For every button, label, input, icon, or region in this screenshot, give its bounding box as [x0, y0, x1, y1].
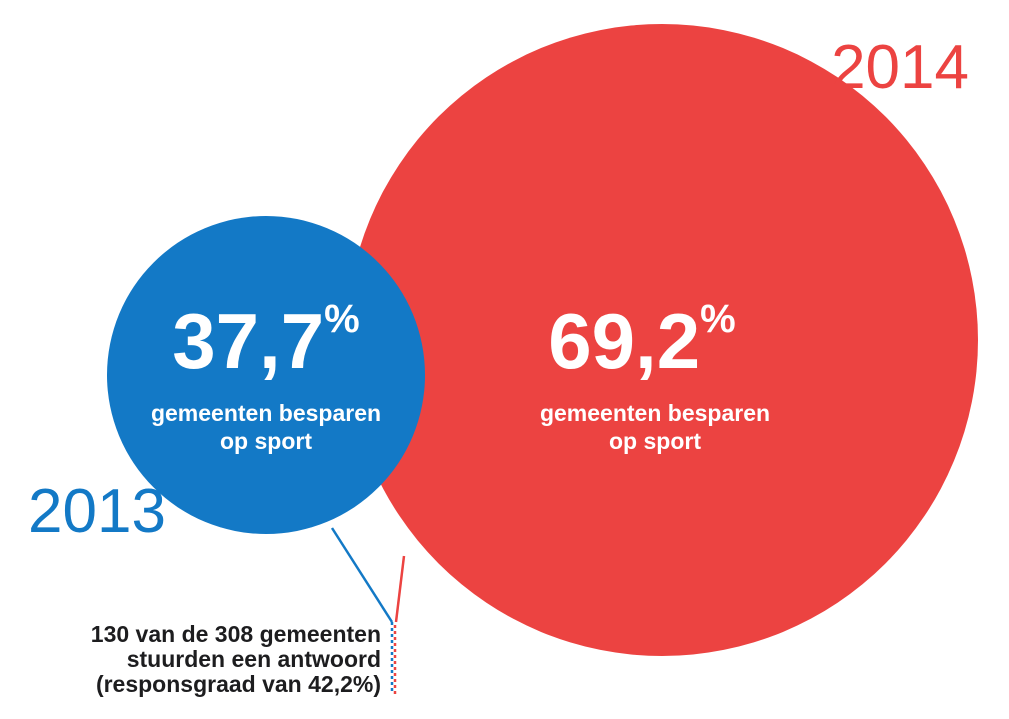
- value-number-2013: 37,7: [172, 297, 324, 385]
- bubble-caption-2014-line1: gemeenten besparen: [540, 400, 770, 426]
- value-number-2014: 69,2: [548, 297, 700, 385]
- leader-line-2014: [394, 555, 406, 623]
- year-label-2013: 2013: [28, 477, 166, 546]
- year-label-2014: 2014: [831, 33, 969, 102]
- value-label-2014: 69,2%: [548, 297, 735, 385]
- response-note-line2: stuurden een antwoord: [127, 646, 381, 672]
- percent-sign-2014: %: [700, 297, 736, 341]
- bubble-2013: [107, 216, 425, 534]
- leader-line-2013: [330, 527, 394, 623]
- percent-sign-2013: %: [324, 297, 360, 341]
- bubble-caption-2013-line2: op sport: [220, 428, 312, 454]
- value-label-2013: 37,7%: [172, 297, 359, 385]
- bubble-caption-2013-line1: gemeenten besparen: [151, 400, 381, 426]
- bubble-2014: [346, 24, 978, 656]
- bubble-caption-2014-line2: op sport: [609, 428, 701, 454]
- response-note-line3: (responsgraad van 42,2%): [96, 671, 381, 697]
- response-note-line1: 130 van de 308 gemeenten: [91, 621, 381, 647]
